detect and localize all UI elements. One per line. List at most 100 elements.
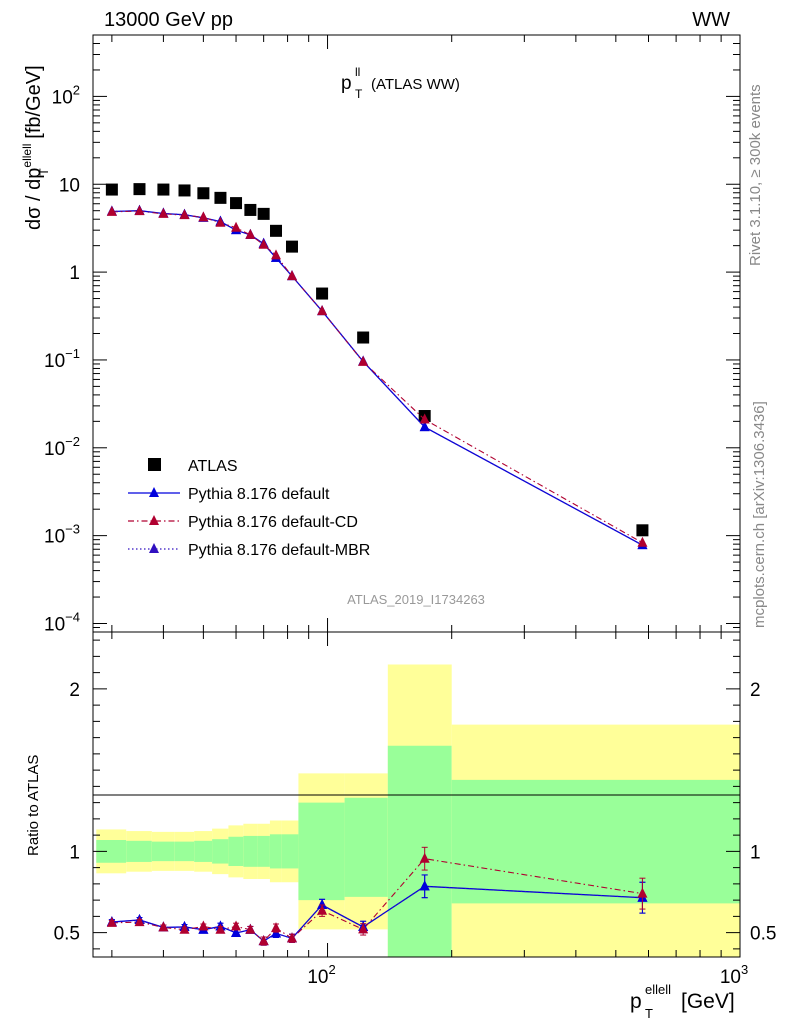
series-point-cd [358, 355, 369, 366]
main-panel: 10−4 10−3 10−2 10−1 1 10 102 p ll T (ATLAS WW)… [20, 34, 741, 635]
ratio-point-cd [215, 923, 226, 934]
legend-default-label: Pythia 8.176 default [188, 486, 330, 503]
ratio-point-default [419, 880, 430, 891]
ratio-point-cd [245, 923, 256, 934]
atlas-data-point [230, 197, 243, 210]
ratio-point-cd [317, 904, 328, 915]
inner-uncertainty-band [174, 841, 195, 862]
ratio-point-cd [271, 922, 282, 933]
ratio-point-cd [358, 923, 369, 934]
x-tick-label: 103 [720, 962, 748, 988]
ratio-y-tick-label: 1 [69, 842, 80, 863]
inner-uncertainty-band [257, 835, 270, 867]
ratio-y-axis-label: Ratio to ATLAS [25, 755, 42, 856]
legend-default-marker [149, 487, 159, 497]
legend-cd-label: Pythia 8.176 default-CD [188, 514, 358, 531]
rivet-version-label: Rivet 3.1.10, ≥ 300k events [747, 84, 764, 266]
atlas-data-point [133, 183, 146, 196]
atlas-data-point [257, 207, 270, 220]
inner-uncertainty-band [228, 836, 244, 866]
atlas-data-point [214, 191, 227, 204]
analysis-watermark: ATLAS_2019_I1734263 [347, 592, 485, 607]
mcplots-credit-label: mcplots.cern.ch [arXiv:1306.3436] [751, 401, 768, 628]
inner-uncertainty-band [243, 835, 258, 867]
plot-title-sub: T [355, 87, 363, 101]
atlas-data-point [270, 224, 283, 237]
y-tick-label: 10−1 [44, 346, 80, 372]
y-tick-label: 10 [59, 175, 80, 196]
inner-uncertainty-band [269, 834, 282, 869]
series-point-cd [231, 221, 242, 232]
y-tick-label: 10−2 [44, 434, 80, 460]
inner-uncertainty-band [96, 840, 127, 863]
ratio-point-cd [419, 852, 430, 863]
series-point-cd [215, 216, 226, 227]
inner-uncertainty-band [126, 840, 152, 862]
legend-cd-marker [149, 515, 159, 525]
plot-title-sup: ll [355, 65, 360, 79]
atlas-data-point [197, 187, 210, 200]
ratio-y-tick-label-right: 1 [750, 842, 761, 863]
series-point-cd [258, 238, 269, 249]
inner-uncertainty-band [212, 839, 229, 864]
ratio-y-tick-label: 0.5 [54, 924, 80, 945]
y-tick-label: 1 [69, 263, 80, 284]
x-axis-label-sup: ellell [645, 982, 671, 997]
x-axis-label-main: p [630, 990, 642, 1013]
main-plot-marks [105, 183, 649, 550]
atlas-data-point [178, 184, 191, 197]
ratio-point-cd [286, 932, 297, 943]
series-point-default [419, 421, 430, 432]
ratio-point-cd [106, 916, 117, 927]
x-tick-label: 102 [307, 962, 335, 988]
legend: ATLAS Pythia 8.176 default Pythia 8.176 … [128, 458, 370, 559]
header-right-label: WW [692, 9, 730, 31]
ratio-point-cd [134, 916, 145, 927]
ratio-point-default [231, 926, 242, 937]
atlas-data-point [636, 524, 649, 537]
y-tick-label: 10−4 [44, 609, 80, 635]
atlas-data-point [105, 183, 118, 196]
legend-atlas-label: ATLAS [188, 458, 238, 475]
ratio-plot-marks [106, 846, 648, 946]
series-point-cd [419, 413, 430, 424]
ratio-uncertainty-bands [96, 664, 740, 957]
x-axis-label-unit: [GeV] [681, 990, 735, 1013]
atlas-data-point [285, 240, 298, 253]
series-point-cd [317, 305, 328, 316]
ratio-y-tick-label-right: 2 [750, 680, 761, 701]
main-y-axis-label: dσ / dpellellT [fb/GeV] [20, 65, 51, 230]
ratio-point-cd [179, 923, 190, 934]
ratio-point-cd [637, 887, 648, 898]
inner-uncertainty-band [281, 834, 299, 869]
ratio-point-cd [258, 935, 269, 946]
ratio-point-cd [158, 921, 169, 932]
inner-uncertainty-band [298, 802, 345, 901]
series-point-cd [637, 536, 648, 547]
ratio-point-cd [198, 920, 209, 931]
y-tick-label: 10−3 [44, 522, 80, 548]
ratio-point-default [317, 899, 328, 909]
series-point-cd [134, 205, 145, 216]
ratio-panel: 0.5 0.5 1 1 2 2 102 103 Ratio to ATLAS p ellell… [25, 631, 776, 1021]
legend-mbr-marker [149, 543, 159, 553]
ratio-axes: 0.5 0.5 1 1 2 2 102 103 [54, 632, 776, 988]
main-y-label-text: dσ / dpellellT [fb/GeV] [20, 65, 51, 230]
legend-atlas-marker [148, 458, 161, 471]
ratio-frame [92, 631, 741, 958]
x-axis-label-sub: T [645, 1006, 653, 1021]
inner-uncertainty-band [344, 797, 388, 897]
plot-title-suffix: (ATLAS WW) [371, 76, 460, 93]
ratio-y-tick-label: 2 [69, 680, 80, 701]
main-axes: 10−4 10−3 10−2 10−1 1 10 102 [44, 34, 741, 635]
ratio-y-tick-label-right: 0.5 [750, 924, 776, 945]
series-point-cd [245, 228, 256, 239]
series-point-cd [286, 270, 297, 281]
atlas-data-point [316, 287, 329, 300]
inner-uncertainty-band [194, 840, 213, 862]
atlas-data-point [357, 331, 370, 344]
atlas-data-point [244, 203, 257, 216]
series-point-cd [106, 205, 117, 216]
series-point-cd [198, 211, 209, 222]
